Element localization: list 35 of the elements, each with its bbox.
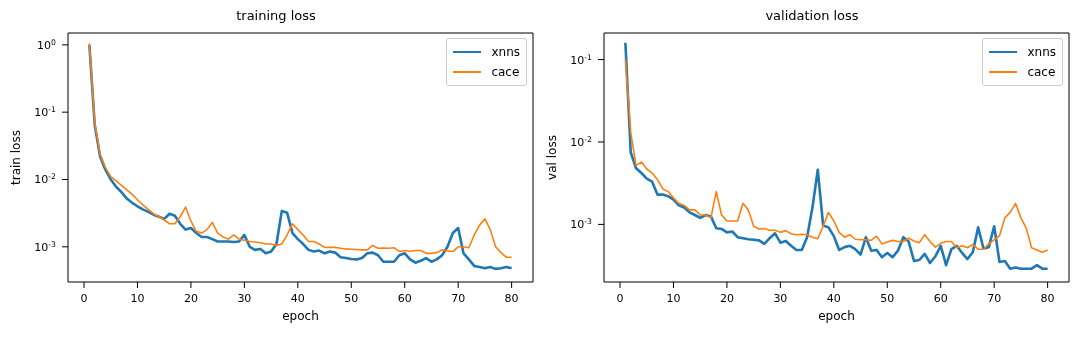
x-tick-label: 10 bbox=[130, 292, 145, 305]
y-tick-label: 10$^{-1}$ bbox=[570, 52, 593, 67]
x-tick-label: 10 bbox=[666, 292, 681, 305]
x-tick-label: 60 bbox=[933, 292, 948, 305]
y-tick-label: 10$^{-1}$ bbox=[34, 104, 57, 120]
x-tick-label: 20 bbox=[719, 292, 734, 305]
x-axis-title: epoch bbox=[282, 309, 319, 323]
x-tick-label: 0 bbox=[616, 292, 624, 305]
y-tick-label: 10$^{0}$ bbox=[37, 37, 57, 52]
x-tick-label: 30 bbox=[237, 292, 252, 305]
legend-label: xnns bbox=[1027, 45, 1056, 59]
x-tick-label: 50 bbox=[880, 292, 895, 305]
chart-title: validation loss bbox=[764, 8, 860, 25]
y-tick-label: 10$^{-2}$ bbox=[570, 134, 593, 149]
legend-label: cace bbox=[491, 65, 520, 79]
y-axis-title: train loss bbox=[9, 130, 24, 185]
x-tick-label: 70 bbox=[987, 292, 1002, 305]
y-axis-title: val loss bbox=[545, 135, 560, 180]
y-tick-label: 10$^{-2}$ bbox=[34, 171, 57, 187]
x-tick-label: 80 bbox=[1040, 292, 1055, 305]
x-tick-label: 50 bbox=[344, 292, 359, 305]
legend-label: xnns bbox=[491, 45, 520, 59]
y-tick-label: 10$^{-3}$ bbox=[570, 216, 593, 232]
x-tick-label: 60 bbox=[397, 292, 412, 305]
y-tick-label: 10$^{-3}$ bbox=[34, 239, 57, 254]
x-tick-label: 40 bbox=[290, 292, 305, 305]
x-tick-label: 30 bbox=[773, 292, 788, 305]
x-tick-label: 20 bbox=[183, 292, 198, 305]
x-tick-label: 0 bbox=[80, 292, 88, 305]
x-axis-title: epoch bbox=[818, 309, 855, 323]
chart-title: training loss bbox=[235, 8, 317, 25]
legend-label: cace bbox=[1027, 65, 1056, 79]
x-tick-label: 80 bbox=[504, 292, 519, 305]
x-tick-label: 40 bbox=[826, 292, 841, 305]
x-tick-label: 70 bbox=[451, 292, 466, 305]
